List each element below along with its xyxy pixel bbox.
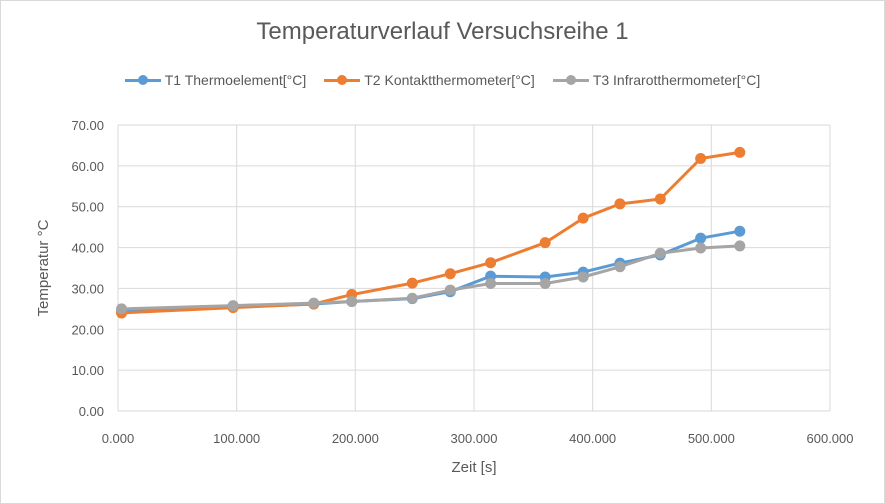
x-tick-label: 0.000 xyxy=(102,431,135,446)
x-tick-label: 600.000 xyxy=(807,431,854,446)
data-point-t3 xyxy=(406,292,418,304)
legend-marker-t1 xyxy=(124,74,161,86)
chart-legend: T1 Thermoelement[°C] T2 Kontaktthermomet… xyxy=(0,72,885,88)
y-axis-title: Temperatur °C xyxy=(35,219,52,316)
data-point-t1 xyxy=(695,232,707,244)
y-tick-label: 70.00 xyxy=(71,118,104,133)
legend-marker-t2 xyxy=(324,74,361,86)
x-tick-label: 500.000 xyxy=(688,431,735,446)
data-point-t2 xyxy=(654,193,666,205)
x-tick-label: 300.000 xyxy=(451,431,498,446)
legend-label-t1: T1 Thermoelement[°C] xyxy=(164,72,307,88)
x-tick-label: 400.000 xyxy=(569,431,616,446)
y-tick-label: 0.00 xyxy=(79,404,104,419)
data-point-t2 xyxy=(444,268,456,280)
y-tick-label: 10.00 xyxy=(71,363,104,378)
legend-label-t3: T3 Infrarotthermometer[°C] xyxy=(592,72,761,88)
data-point-t3 xyxy=(654,247,666,259)
series-line-t1 xyxy=(120,229,742,313)
gridlines xyxy=(117,124,831,412)
legend-item-t1: T1 Thermoelement[°C] xyxy=(124,72,307,88)
tick-labels: 0.00 10.00 20.00 30.00 40.00 50.00 60.00 70.00 0… xyxy=(71,118,853,446)
data-point-t3 xyxy=(346,296,358,308)
data-point-t2 xyxy=(577,212,589,224)
data-point-t3 xyxy=(577,271,589,283)
data-point-t3 xyxy=(308,297,320,309)
y-tick-label: 40.00 xyxy=(71,241,104,256)
data-point-t2 xyxy=(406,277,418,289)
y-tick-label: 20.00 xyxy=(71,322,104,337)
data-point-t3 xyxy=(695,242,707,254)
data-point-t3 xyxy=(116,303,128,315)
legend-item-t2: T2 Kontaktthermometer[°C] xyxy=(324,72,535,88)
legend-item-t3: T3 Infrarotthermometer[°C] xyxy=(552,72,761,88)
data-point-t2 xyxy=(539,237,551,249)
y-tick-label: 60.00 xyxy=(71,159,104,174)
data-point-t2 xyxy=(614,198,626,210)
x-tick-label: 100.000 xyxy=(213,431,260,446)
data-point-t1 xyxy=(734,225,746,237)
data-point-t3 xyxy=(485,278,497,290)
data-point-t3 xyxy=(227,300,239,312)
x-axis-title: Zeit [s] xyxy=(451,459,496,476)
data-point-t2 xyxy=(734,146,746,158)
series-group xyxy=(116,146,746,319)
data-point-t2 xyxy=(695,153,707,165)
y-tick-label: 50.00 xyxy=(71,200,104,215)
x-tick-label: 200.000 xyxy=(332,431,379,446)
data-point-t3 xyxy=(539,278,551,290)
data-point-t3 xyxy=(444,284,456,296)
y-tick-label: 30.00 xyxy=(71,281,104,296)
data-point-t3 xyxy=(734,240,746,252)
chart-title: Temperaturverlauf Versuchsreihe 1 xyxy=(256,18,629,45)
legend-marker-t3 xyxy=(552,74,589,86)
data-point-t3 xyxy=(614,261,626,273)
data-point-t2 xyxy=(485,257,497,269)
legend-label-t2: T2 Kontaktthermometer[°C] xyxy=(364,72,535,88)
